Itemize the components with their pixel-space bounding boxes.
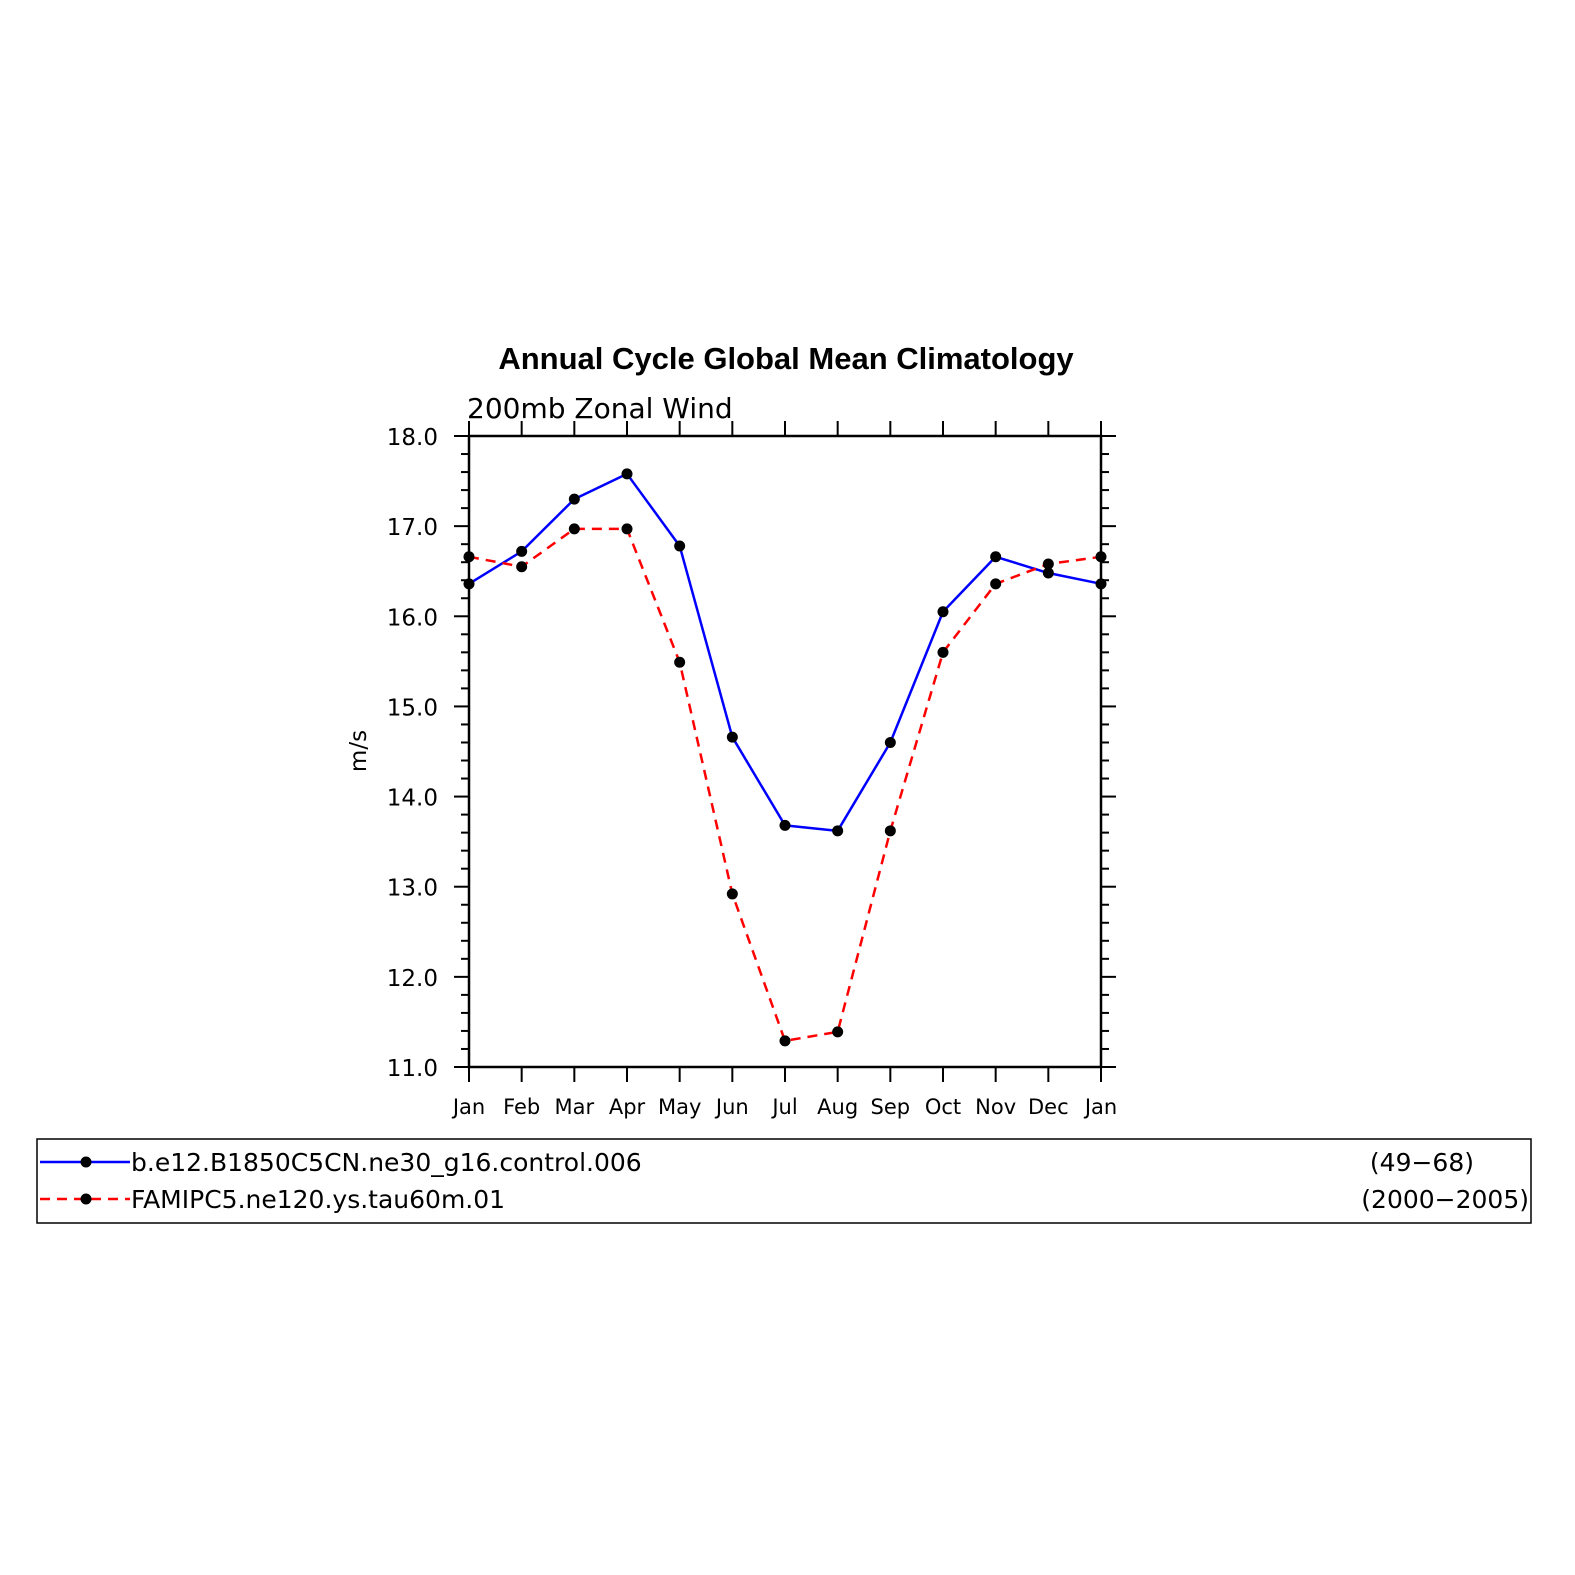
legend-label-1: b.e12.B1850C5CN.ne30_g16.control.006 [131, 1148, 642, 1177]
series-2-point [516, 561, 528, 573]
series-2-point [463, 551, 475, 563]
series-1-point [779, 819, 791, 831]
y-tick-label: 15.0 [387, 695, 438, 721]
series-line-2 [468, 527, 1102, 1043]
x-tick-label: Jan [451, 1095, 485, 1119]
y-tick-label: 18.0 [387, 425, 438, 451]
series-2-point [990, 578, 1002, 590]
y-tick-label: 12.0 [387, 966, 438, 992]
plot-frame [467, 434, 1103, 1069]
legend-marker-1 [80, 1156, 92, 1168]
series-1-point [568, 493, 580, 505]
series-2-point [832, 1026, 844, 1038]
x-tick-label: Jul [770, 1095, 797, 1119]
series-1-point [1095, 578, 1107, 590]
y-tick-label: 13.0 [387, 876, 438, 902]
legend-label-2: FAMIPC5.ne120.ys.tau60m.01 [131, 1185, 505, 1214]
series-line-1 [468, 472, 1102, 833]
y-tick-label: 16.0 [387, 605, 438, 631]
series-1-point [621, 468, 633, 480]
series-2-point [937, 646, 949, 658]
series-1-point [674, 540, 686, 552]
series-2-point [726, 888, 738, 900]
y-axis-label: m/s [346, 730, 372, 772]
x-tick-label: May [658, 1095, 701, 1119]
legend-years-1: (49−68) [1370, 1148, 1474, 1177]
chart-title: Annual Cycle Global Mean Climatology [498, 341, 1074, 376]
legend-years-2: (2000−2005) [1361, 1185, 1529, 1214]
series-2-point [621, 523, 633, 535]
series-1-point [990, 551, 1002, 563]
series-1-point [832, 825, 844, 837]
series-1-point [937, 606, 949, 618]
series-2-point [568, 523, 580, 535]
x-tick-label: Dec [1028, 1095, 1069, 1119]
series-1-point [726, 731, 738, 743]
x-tick-label: Mar [555, 1095, 595, 1119]
series-2-point [1042, 558, 1054, 570]
x-tick-label: Apr [609, 1095, 646, 1119]
series-2-point [674, 656, 686, 668]
legend-marker-2 [80, 1193, 92, 1205]
series-1-point [884, 736, 896, 748]
series-2-point [884, 825, 896, 837]
series-1-point [463, 578, 475, 590]
legend-box [36, 1138, 1532, 1224]
y-tick-label: 17.0 [387, 515, 438, 541]
x-tick-label: Feb [503, 1095, 540, 1119]
y-tick-label: 14.0 [387, 786, 438, 812]
y-tick-label: 11.0 [387, 1056, 438, 1082]
series-2-point [1095, 551, 1107, 563]
x-tick-label: Oct [925, 1095, 961, 1119]
legend: b.e12.B1850C5CN.ne30_g16.control.006 (49−… [36, 1138, 1532, 1224]
x-tick-label: Nov [975, 1095, 1016, 1119]
chart-subtitle: 200mb Zonal Wind [467, 392, 733, 425]
series-1-point [1042, 567, 1054, 579]
plot-axes: 11.0 12.0 13.0 14.0 15.0 16.0 17.0 18.0 Jan Feb Ma… [387, 421, 1117, 1119]
series-layer [463, 468, 1107, 1047]
x-tick-label: Jan [1083, 1095, 1117, 1119]
x-tick-label: Sep [871, 1095, 911, 1119]
x-tick-label: Aug [817, 1095, 858, 1119]
x-tick-label: Jun [714, 1095, 749, 1119]
series-1-point [516, 545, 528, 557]
series-2-point [779, 1035, 791, 1047]
